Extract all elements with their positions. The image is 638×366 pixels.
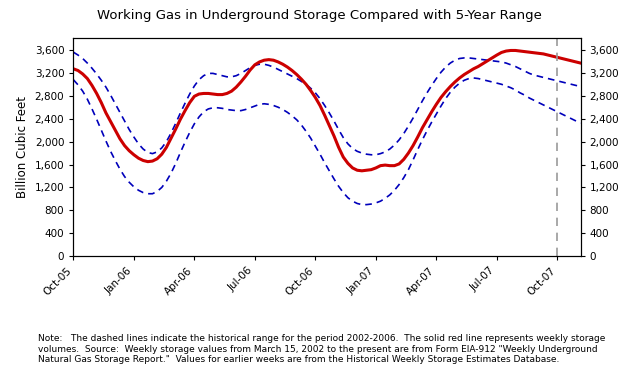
Y-axis label: Billion Cubic Feet: Billion Cubic Feet: [16, 96, 29, 198]
Text: Note:   The dashed lines indicate the historical range for the period 2002-2006.: Note: The dashed lines indicate the hist…: [38, 335, 605, 364]
Text: Working Gas in Underground Storage Compared with 5-Year Range: Working Gas in Underground Storage Compa…: [96, 9, 542, 22]
